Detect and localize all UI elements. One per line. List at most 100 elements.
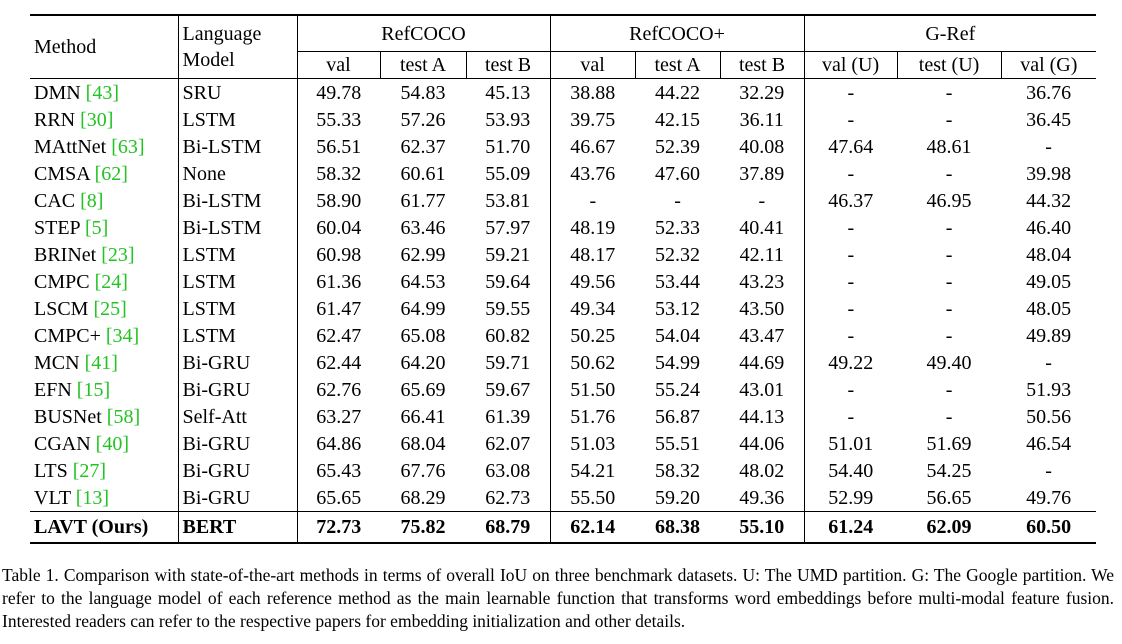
method-name: DMN	[34, 81, 81, 104]
score-cell: 39.98	[1026, 162, 1072, 185]
score-cell: 62.37	[400, 135, 446, 158]
score-cell: 57.97	[466, 214, 551, 241]
score-cell: 55.09	[466, 160, 551, 187]
method-name: MAttNet	[34, 135, 107, 158]
score-cell: 64.86	[316, 432, 362, 455]
score-cell: 52.99	[828, 486, 874, 509]
score-cell: 62.09	[897, 511, 1002, 543]
table-row: CMPC+ [34] LSTM 62.47 65.08 60.82 50.25 54.04 4…	[30, 322, 1096, 349]
score-cell: 44.69	[720, 349, 805, 376]
language-header: Language Model	[178, 15, 298, 79]
score-cell: 50.56	[1026, 405, 1072, 428]
score-cell: 56.51	[316, 135, 362, 158]
citation: [24]	[94, 270, 128, 293]
score-cell: 62.14	[550, 511, 636, 543]
citation: [58]	[106, 405, 141, 428]
method-name: CMSA	[34, 162, 90, 185]
method-cell: BUSNet [58]	[30, 403, 179, 430]
score-cell: 46.67	[570, 135, 616, 158]
score-cell: 51.70	[466, 133, 551, 160]
column-header: val	[550, 51, 636, 79]
score-cell: -	[1045, 459, 1052, 482]
score-cell: 60.04	[316, 216, 362, 239]
citation: [30]	[80, 108, 114, 131]
score-cell: 48.17	[570, 243, 616, 266]
score-cell: -	[847, 81, 855, 104]
column-header: val	[297, 51, 380, 79]
score-cell: 68.38	[635, 511, 721, 543]
score-cell: 49.34	[570, 297, 616, 320]
column-header: test A	[379, 51, 466, 79]
method-cell: VLT [13]	[30, 484, 179, 512]
column-header: test A	[634, 51, 721, 79]
method-name: LTS	[34, 459, 68, 482]
score-cell: 46.37	[828, 189, 874, 212]
citation: [25]	[93, 297, 127, 320]
score-cell: 53.93	[466, 106, 551, 133]
score-cell: 54.83	[400, 81, 446, 104]
score-cell: 56.87	[655, 405, 701, 428]
score-cell: -	[847, 216, 855, 239]
method-cell: LAVT (Ours)	[30, 511, 179, 543]
score-cell: 36.11	[720, 106, 805, 133]
citation: [43]	[85, 81, 119, 104]
language-model-cell: LSTM	[178, 322, 298, 349]
method-name: EFN	[34, 378, 72, 401]
language-model-cell: Self-Att	[178, 403, 298, 430]
table-row: BRINet [23] LSTM 60.98 62.99 59.21 48.17 52.32…	[30, 241, 1096, 268]
language-model-cell: SRU	[178, 78, 298, 106]
score-cell: 68.79	[466, 511, 551, 543]
table-row: CMSA [62] None 58.32 60.61 55.09 43.76 47.60 37…	[30, 160, 1096, 187]
score-cell: 55.51	[655, 432, 701, 455]
score-cell: 43.50	[720, 295, 805, 322]
score-cell: 36.45	[1026, 108, 1072, 131]
language-header-line: Language	[182, 23, 262, 45]
score-cell: -	[674, 189, 681, 212]
score-cell: -	[847, 378, 855, 401]
score-cell: 44.06	[720, 430, 805, 457]
method-name: RRN	[34, 108, 76, 131]
language-model-cell: Bi-GRU	[178, 484, 298, 512]
score-cell: 49.40	[926, 351, 972, 374]
score-cell: 43.47	[720, 322, 805, 349]
score-cell: 61.24	[804, 511, 898, 543]
score-cell: 45.13	[466, 78, 551, 106]
score-cell: 59.67	[466, 376, 551, 403]
score-cell: 55.50	[570, 486, 616, 509]
score-cell: 49.89	[1026, 324, 1072, 347]
score-cell: 59.21	[466, 241, 551, 268]
score-cell: 47.64	[828, 135, 874, 158]
score-cell: -	[945, 81, 953, 104]
method-cell: CMSA [62]	[30, 160, 179, 187]
score-cell: 52.33	[655, 216, 701, 239]
score-cell: 61.47	[316, 297, 362, 320]
score-cell: -	[945, 108, 953, 131]
score-cell: 46.54	[1026, 432, 1072, 455]
score-cell: 65.69	[400, 378, 446, 401]
score-cell: 58.90	[316, 189, 362, 212]
column-header: val (U)	[804, 51, 898, 79]
score-cell: 52.32	[655, 243, 701, 266]
score-cell: 65.43	[316, 459, 362, 482]
score-cell: -	[847, 297, 855, 320]
score-cell: 54.99	[655, 351, 701, 374]
score-cell: 46.40	[1026, 216, 1072, 239]
score-cell: 51.93	[1026, 378, 1072, 401]
score-cell: 54.25	[926, 459, 972, 482]
score-cell: 53.12	[655, 297, 701, 320]
score-cell: -	[945, 297, 953, 320]
score-cell: -	[945, 270, 953, 293]
score-cell: 48.04	[1026, 243, 1072, 266]
score-cell: 49.22	[828, 351, 874, 374]
method-name: LSCM	[34, 297, 89, 320]
method-cell: LTS [27]	[30, 457, 179, 484]
method-header: Method	[30, 15, 179, 79]
score-cell: 43.23	[720, 268, 805, 295]
score-cell: 60.50	[1001, 511, 1097, 543]
language-header-line: Model	[182, 49, 235, 71]
score-cell: 72.73	[297, 511, 380, 543]
method-cell: MAttNet [63]	[30, 133, 179, 160]
method-cell: LSCM [25]	[30, 295, 179, 322]
score-cell: 64.20	[400, 351, 446, 374]
score-cell: 62.76	[316, 378, 362, 401]
